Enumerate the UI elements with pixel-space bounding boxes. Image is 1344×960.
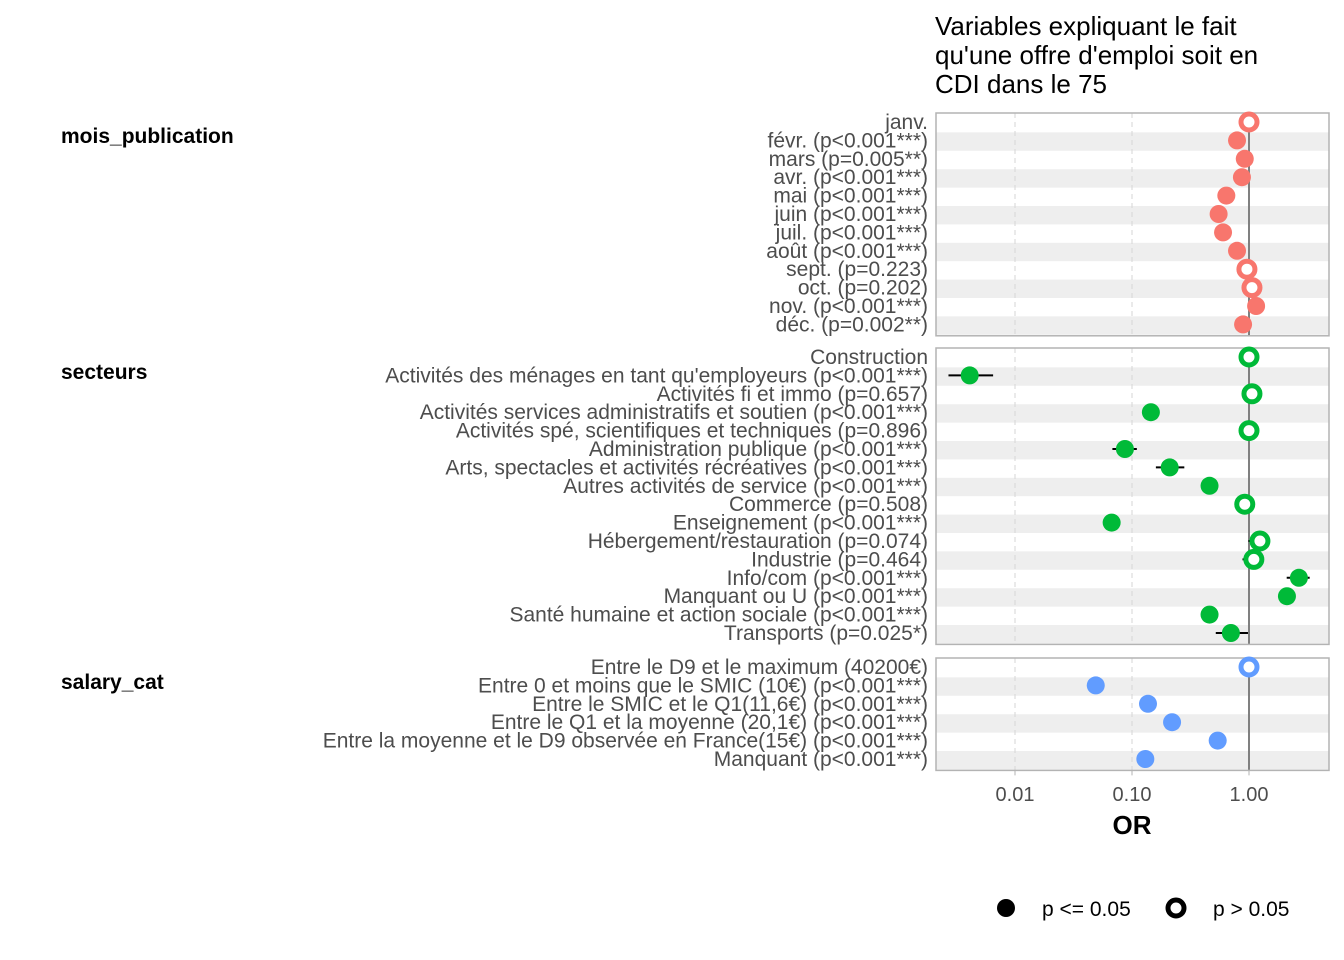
row-label: Entre 0 et moins que le SMIC (10€) (p<0.… [478, 674, 928, 697]
row-label: Activités fi et immo (p=0.657) [657, 383, 928, 406]
legend-label-not-significant: p > 0.05 [1213, 898, 1289, 921]
point-estimate [1141, 403, 1160, 422]
chart-title-line: Variables expliquant le fait [935, 11, 1237, 41]
point-estimate [1200, 605, 1219, 624]
point-estimate [1115, 440, 1134, 458]
point-estimate [1209, 205, 1228, 223]
point-estimate-hollow [1238, 656, 1260, 678]
point-estimate [1217, 186, 1236, 205]
point-estimate-hollow [1236, 258, 1258, 280]
x-axis-title: OR [1113, 810, 1152, 840]
row-band [936, 316, 1329, 335]
point-estimate-hollow [1241, 277, 1263, 299]
point-estimate [1163, 713, 1182, 732]
point-estimate-hollow [1241, 383, 1263, 405]
row-label: Activités des ménages en tant qu'employe… [385, 364, 928, 387]
group-label: mois_publication [61, 125, 234, 148]
row-band [936, 551, 1329, 570]
point-estimate [1289, 568, 1308, 587]
row-label: Entre la moyenne et le D9 observée en Fr… [323, 730, 928, 753]
row-label: juil. (p<0.001***) [775, 221, 928, 244]
row-label: Activités spé, scientifiques et techniqu… [456, 420, 928, 443]
row-label: Transports (p=0.025*) [724, 622, 928, 645]
point-estimate-hollow [1249, 530, 1271, 552]
row-label: Entre le SMIC et le Q1(11,6€) (p<0.001**… [532, 693, 928, 716]
point-estimate [960, 366, 979, 385]
point-estimate [1086, 676, 1105, 695]
legend-filled-circle-icon [997, 899, 1015, 917]
row-label: Manquant ou U (p<0.001***) [664, 585, 928, 608]
point-estimate [1214, 223, 1233, 242]
panel-border [935, 112, 1330, 337]
row-label: Construction [810, 346, 928, 369]
row-label: janv. [884, 111, 928, 134]
row-label: Entre le D9 et le maximum (40200€) [591, 656, 928, 679]
row-label: avr. (p<0.001***) [773, 166, 928, 189]
panel-border [935, 347, 1330, 646]
point-estimate-hollow [1238, 346, 1260, 368]
row-label: Activités services administratifs et sou… [420, 401, 928, 424]
row-label: Hébergement/restauration (p=0.074) [588, 530, 928, 553]
chart-title: Variables expliquant le fait qu'une offr… [935, 11, 1258, 99]
row-label: Manquant (p<0.001***) [714, 748, 928, 771]
row-label: oct. (p=0.202) [798, 277, 928, 300]
legend-label-significant: p <= 0.05 [1042, 898, 1131, 921]
point-estimate [1208, 731, 1227, 750]
row-label: août (p<0.001***) [766, 240, 928, 263]
group-label: salary_cat [61, 671, 164, 694]
x-tick-label: 0.10 [1113, 784, 1152, 806]
row-label: Administration publique (p<0.001***) [589, 438, 928, 461]
row-label: Santé humaine et action sociale (p<0.001… [509, 604, 928, 627]
point-estimate [1235, 149, 1254, 168]
row-label: Arts, spectacles et activités récréative… [445, 456, 928, 479]
row-band [936, 588, 1329, 607]
point-estimate [1221, 624, 1240, 642]
point-estimate [1247, 297, 1266, 315]
point-estimate [1138, 694, 1157, 713]
chart-title-line: CDI dans le 75 [935, 69, 1107, 99]
point-estimate [1160, 458, 1179, 477]
point-estimate [1200, 476, 1219, 495]
x-tick-label: 1.00 [1230, 784, 1269, 806]
point-estimate [1228, 131, 1247, 150]
x-axis: 0.01 0.10 1.00 [996, 770, 1269, 806]
row-label: déc. (p=0.002**) [776, 313, 928, 336]
row-label: juin (p<0.001***) [773, 203, 928, 226]
row-label: nov. (p<0.001***) [769, 295, 928, 318]
point-estimate-hollow [1238, 420, 1260, 442]
row-label: sept. (p=0.223) [786, 258, 928, 281]
row-label: Industrie (p=0.464) [751, 548, 928, 571]
legend-hollow-circle-icon [1165, 897, 1187, 919]
row-label: mars (p=0.005**) [769, 148, 928, 171]
point-estimate [1102, 513, 1121, 532]
legend: p <= 0.05 p > 0.05 [997, 897, 1289, 921]
point-estimate [1136, 750, 1155, 768]
row-label: Commerce (p=0.508) [729, 493, 928, 516]
row-label: Info/com (p<0.001***) [727, 567, 928, 590]
point-estimate-hollow [1234, 493, 1256, 515]
point-estimate [1232, 168, 1251, 187]
row-label: févr. (p<0.001***) [767, 129, 928, 152]
row-label: Autres activités de service (p<0.001***) [563, 475, 928, 498]
point-estimate [1277, 587, 1296, 606]
group-label: secteurs [61, 361, 147, 384]
row-label: Enseignement (p<0.001***) [673, 512, 928, 535]
point-estimate-hollow [1238, 111, 1260, 133]
point-estimate [1234, 315, 1253, 334]
chart-title-line: qu'une offre d'emploi soit en [935, 40, 1258, 70]
row-label: mai (p<0.001***) [773, 185, 928, 208]
point-estimate [1228, 241, 1247, 260]
panel-salary_cat: salary_cat Entre le D9 et le maximum (402… [61, 656, 1330, 772]
row-label: Entre le Q1 et la moyenne (20,1€) (p<0.0… [491, 711, 928, 734]
x-tick-label: 0.01 [996, 784, 1035, 806]
point-estimate-hollow [1243, 548, 1265, 570]
